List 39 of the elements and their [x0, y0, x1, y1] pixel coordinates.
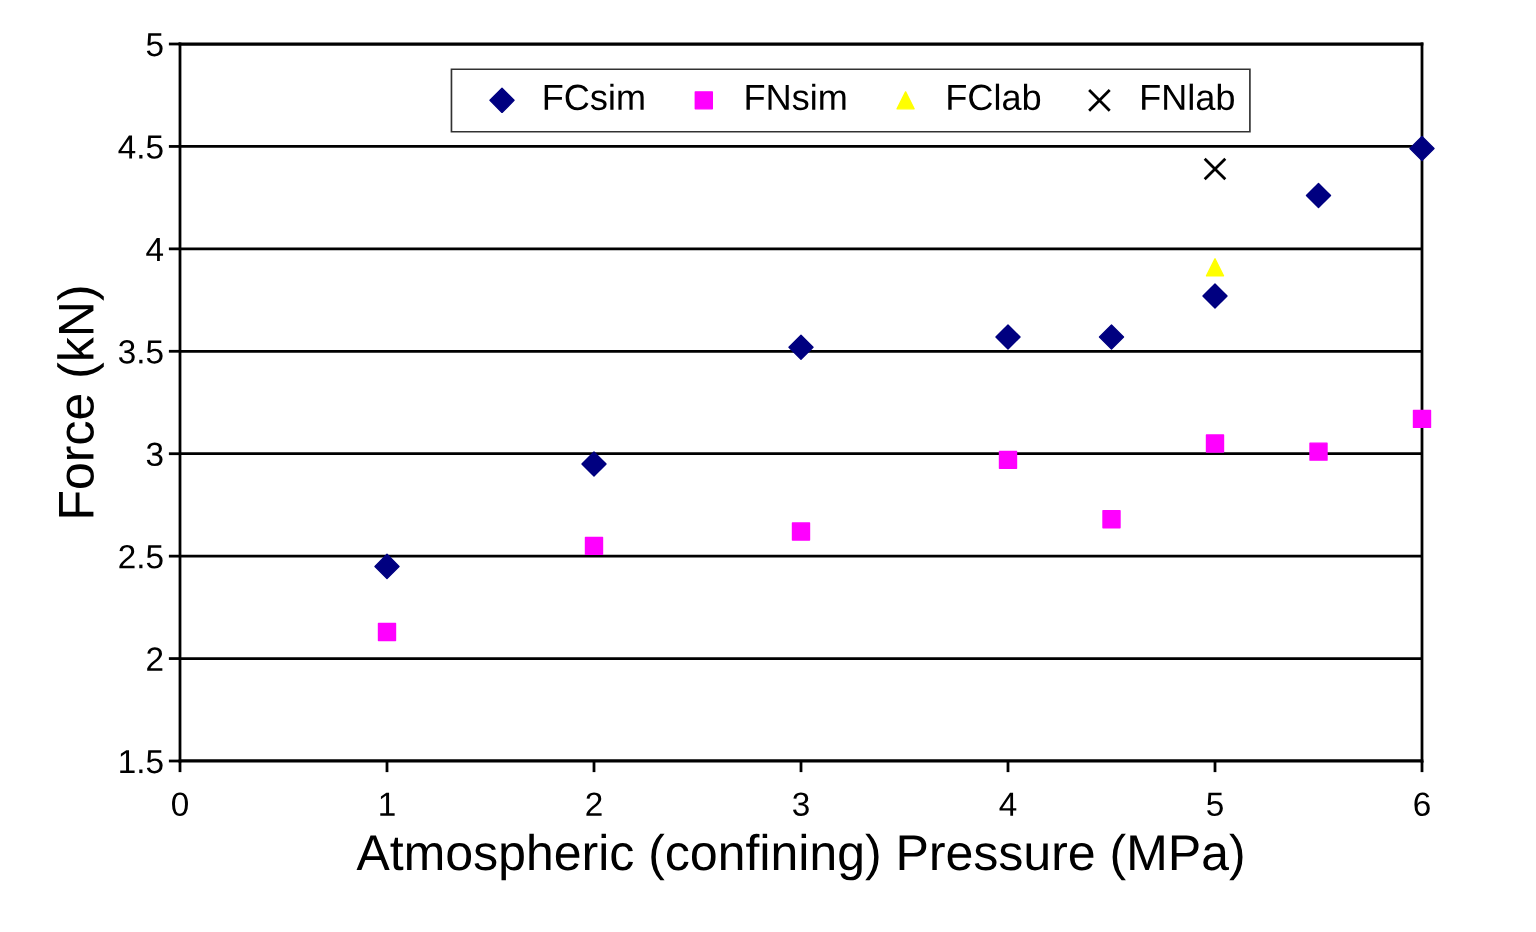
- point: [1202, 283, 1228, 309]
- point: [377, 622, 397, 642]
- x-tick-label: 0: [172, 792, 188, 817]
- x-tick-label: 5: [1207, 792, 1223, 817]
- point: [1205, 434, 1225, 453]
- y-tick-label: 2.5: [119, 544, 163, 569]
- point: [1412, 409, 1432, 429]
- x-tick-label: 2: [586, 792, 602, 816]
- point: [1102, 510, 1121, 529]
- point: [995, 324, 1021, 350]
- legend-label: FClab: [948, 83, 1041, 111]
- y-tick-label: 1.5: [120, 750, 163, 774]
- x-tick-label: 1: [380, 792, 395, 816]
- legend-label: FNsim: [746, 83, 846, 111]
- y-tick-label: 3.5: [118, 340, 163, 364]
- x-tick-label: 3: [793, 792, 809, 817]
- point: [1409, 135, 1435, 162]
- point: [1098, 324, 1125, 350]
- point: [788, 334, 814, 360]
- point: [581, 451, 607, 477]
- point: [584, 536, 604, 556]
- point: [1205, 258, 1225, 277]
- y-tick-label: 5: [146, 33, 163, 57]
- y-tick-label: 3: [146, 442, 163, 467]
- y-tick-label: 4.5: [118, 135, 163, 159]
- y-tick-label: 4: [146, 238, 164, 261]
- y-axis-title: Force (kN): [57, 287, 104, 517]
- x-tick-label: 4: [999, 792, 1017, 816]
- point: [998, 450, 1018, 470]
- point: [1203, 157, 1227, 181]
- x-axis-title: Atmospheric (confining) Pressure (MPa): [356, 833, 1243, 881]
- point: [1305, 182, 1332, 209]
- point: [791, 522, 811, 541]
- y-tick-label: 2: [147, 647, 163, 671]
- x-tick-label: 6: [1414, 792, 1430, 817]
- legend-label: FCsim: [544, 83, 644, 111]
- point: [1309, 442, 1328, 461]
- legend-label: FNlab: [1142, 83, 1234, 111]
- point: [374, 553, 400, 580]
